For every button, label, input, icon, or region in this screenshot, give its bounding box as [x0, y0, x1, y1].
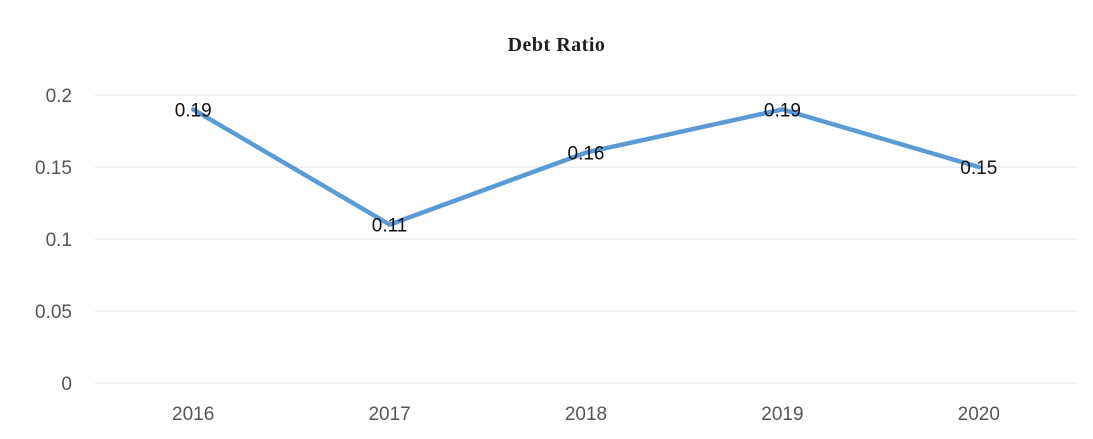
- data-label: 0.19: [764, 100, 801, 121]
- y-tick-label: 0.15: [35, 158, 72, 179]
- x-tick-label: 2019: [761, 404, 803, 425]
- y-axis-ticks: 0 0.05 0.1 0.15 0.2: [35, 86, 72, 395]
- x-tick-label: 2018: [565, 404, 607, 425]
- chart-title: Debt Ratio: [507, 34, 606, 56]
- x-tick-label: 2017: [368, 404, 410, 425]
- x-axis-ticks: 2016 2017 2018 2019 2020: [172, 404, 1000, 425]
- x-tick-label: 2020: [958, 404, 1000, 425]
- x-tick-label: 2016: [172, 404, 214, 425]
- data-label: 0.15: [960, 158, 997, 179]
- data-labels: 0.19 0.11 0.16 0.19 0.15: [175, 100, 998, 236]
- series-lines: [190, 107, 982, 227]
- data-label: 0.19: [175, 100, 212, 121]
- data-point: [584, 151, 588, 155]
- y-tick-label: 0.1: [46, 230, 72, 251]
- y-tick-label: 0: [61, 374, 72, 395]
- data-point: [191, 107, 195, 111]
- data-label: 0.11: [372, 216, 408, 237]
- data-point: [388, 223, 392, 227]
- gridlines: [95, 94, 1077, 384]
- data-label: 0.16: [568, 144, 605, 165]
- data-point: [780, 107, 784, 111]
- y-tick-label: 0.05: [35, 302, 72, 323]
- data-point: [977, 165, 981, 169]
- y-tick-label: 0.2: [46, 86, 72, 107]
